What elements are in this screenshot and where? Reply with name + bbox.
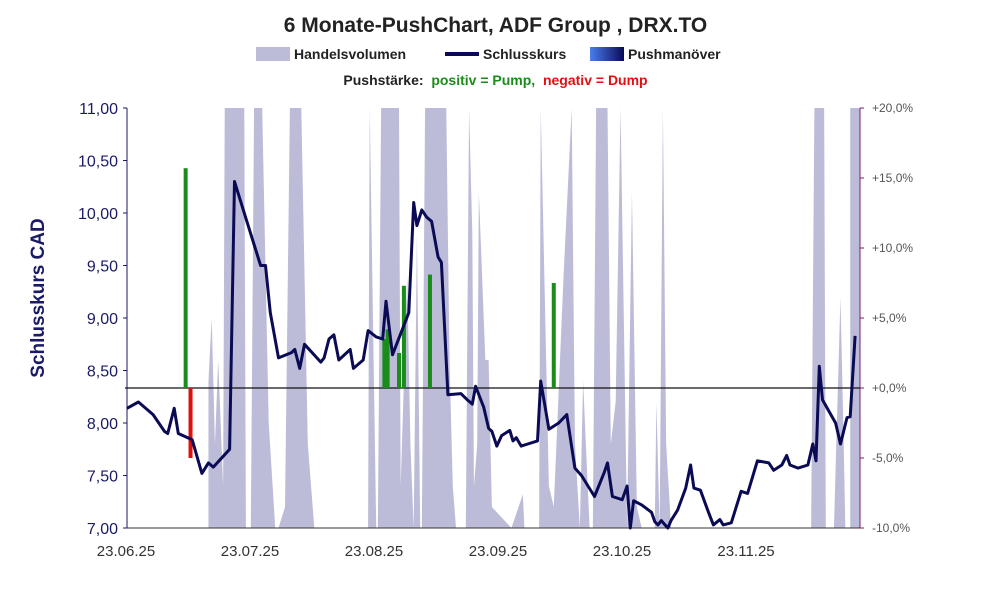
chart-title: 6 Monate-PushChart, ADF Group , DRX.TO (283, 14, 708, 37)
x-tick-label-5: 23.11.25 (717, 543, 774, 560)
push-bar-0 (183, 168, 188, 388)
x-tick-label-0: 23.06.25 (97, 543, 155, 560)
x-tick-label-3: 23.09.25 (469, 543, 527, 560)
right-tick-label-4: +10,0% (872, 241, 913, 255)
push-bar-1 (188, 388, 193, 458)
right-tick-label-6: +20,0% (872, 101, 913, 115)
legend: Handelsvolumen Schlusskurs Pushmanöver (0, 46, 991, 66)
y-axis-title: Schlusskurs CAD (28, 218, 49, 377)
left-tick-label-4: 9,00 (87, 311, 118, 328)
legend-item-volume: Handelsvolumen (256, 46, 406, 62)
x-tick-label-2: 23.08.25 (345, 543, 403, 560)
legend-label-volume: Handelsvolumen (294, 46, 407, 62)
left-tick-label-6: 10,00 (78, 206, 118, 223)
strength-negative: negativ = Dump (542, 72, 648, 88)
push-bar-5 (401, 285, 406, 388)
left-tick-label-8: 11,00 (79, 101, 118, 118)
close-price-line (126, 180, 857, 530)
push-bar-4 (397, 353, 402, 388)
right-tick-label-3: +5,0% (872, 311, 907, 325)
x-tick-label-1: 23.07.25 (221, 543, 279, 560)
left-tick-label-1: 7,50 (87, 469, 118, 486)
right-tick-label-0: -10,0% (872, 521, 910, 535)
legend-item-close: Schlusskurs (445, 46, 566, 62)
left-tick-label-5: 9,50 (87, 259, 118, 276)
push-bar-7 (551, 283, 556, 388)
push-bar-6 (427, 274, 432, 388)
volume-area (127, 108, 860, 528)
left-tick-label-0: 7,00 (87, 521, 118, 538)
strength-positive: positiv = Pump, (431, 72, 536, 88)
strength-label: Pushstärke: (343, 72, 424, 88)
left-tick-label-2: 8,00 (87, 416, 118, 433)
push-swatch-icon (590, 47, 624, 61)
legend-label-close: Schlusskurs (483, 46, 567, 62)
legend-item-push: Pushmanöver (590, 46, 721, 62)
right-tick-label-5: +15,0% (872, 171, 913, 185)
line-swatch-icon (445, 52, 479, 56)
right-tick-label-2: +0,0% (872, 381, 907, 395)
left-tick-label-7: 10,50 (78, 154, 118, 171)
push-bar-2 (382, 339, 387, 388)
x-tick-label-4: 23.10.25 (593, 543, 651, 560)
legend-label-push: Pushmanöver (628, 46, 721, 62)
push-strength-note: Pushstärke: positiv = Pump, negativ = Du… (0, 72, 991, 88)
volume-swatch-icon (256, 47, 290, 61)
right-tick-label-1: -5,0% (872, 451, 904, 465)
left-tick-label-3: 8,50 (87, 364, 118, 381)
push-bar-3 (385, 329, 390, 388)
